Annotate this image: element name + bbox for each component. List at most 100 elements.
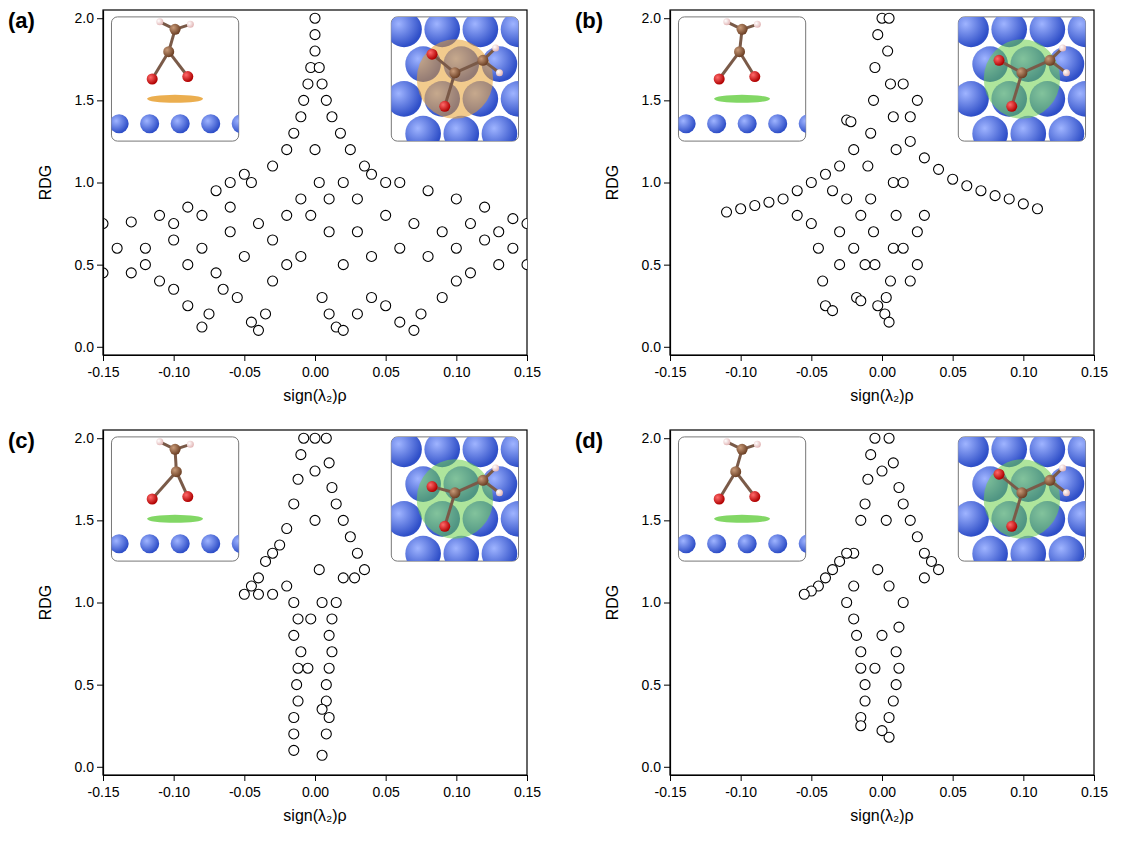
data-point — [367, 169, 377, 179]
data-point — [870, 433, 880, 443]
atom — [427, 481, 438, 492]
atom — [477, 55, 488, 66]
tick-mark — [97, 265, 103, 266]
tick-label: 0.15 — [514, 784, 541, 800]
tick-mark — [103, 775, 104, 781]
inset-content — [958, 437, 1085, 561]
atom — [958, 501, 989, 537]
data-point — [338, 515, 348, 525]
data-point — [169, 219, 179, 229]
x-tick: -0.05 — [796, 775, 828, 800]
data-point — [820, 573, 830, 583]
data-point — [314, 63, 324, 73]
tick-mark — [174, 775, 175, 781]
inset-frame — [678, 437, 805, 561]
x-tick: -0.10 — [158, 775, 190, 800]
isosurface — [147, 95, 203, 103]
data-point — [948, 174, 958, 184]
tick-label: 1.0 — [642, 594, 662, 610]
data-point — [253, 573, 263, 583]
tick-mark — [1023, 775, 1024, 781]
tick-label: 0.0 — [75, 339, 95, 355]
y-tick: 1.5 — [642, 512, 670, 528]
data-point — [338, 325, 348, 335]
data-point — [849, 145, 859, 155]
inset-content — [391, 17, 518, 141]
tick-mark — [97, 183, 103, 184]
atom — [147, 74, 158, 85]
atom — [427, 49, 438, 60]
atom — [738, 114, 757, 133]
data-point — [884, 433, 894, 443]
data-point — [327, 483, 337, 493]
data-point — [310, 466, 320, 476]
tick-mark — [97, 603, 103, 604]
atom — [449, 487, 460, 498]
data-point — [846, 117, 856, 127]
data-point — [338, 178, 348, 188]
x-tick: 0.15 — [514, 775, 541, 800]
data-point — [246, 178, 256, 188]
isosurface — [714, 515, 770, 523]
data-point — [381, 178, 391, 188]
x-tick: -0.15 — [655, 775, 687, 800]
data-point — [852, 630, 862, 640]
atom — [405, 116, 441, 141]
data-point — [310, 433, 320, 443]
tick-mark — [664, 18, 670, 19]
data-point — [282, 145, 292, 155]
x-tick: 0.00 — [869, 775, 896, 800]
data-point — [869, 95, 879, 105]
atom — [1068, 501, 1086, 537]
atom — [201, 534, 220, 553]
y-tick: 1.5 — [75, 512, 103, 528]
inset — [386, 432, 555, 572]
data-point — [877, 630, 887, 640]
atom — [147, 494, 158, 505]
inset — [677, 17, 818, 141]
data-point — [736, 204, 746, 214]
data-point — [331, 598, 341, 608]
atom — [749, 491, 760, 502]
x-tick: 0.00 — [302, 355, 329, 380]
x-tick: -0.15 — [655, 355, 687, 380]
atom — [482, 536, 518, 561]
data-point — [321, 95, 331, 105]
data-point — [246, 317, 256, 327]
atom — [171, 466, 182, 477]
y-tick: 0.5 — [642, 677, 670, 693]
tick-label: 1.5 — [75, 92, 95, 108]
data-point — [293, 663, 303, 673]
data-point — [873, 565, 883, 575]
data-point — [764, 197, 774, 207]
data-point — [451, 276, 461, 286]
tick-mark — [664, 347, 670, 348]
y-tick: 0.5 — [75, 257, 103, 273]
data-point — [792, 186, 802, 196]
panel-label: (c) — [8, 428, 35, 453]
tick-label: -0.05 — [796, 784, 828, 800]
tick-label: 0.00 — [869, 364, 896, 380]
inset-content — [678, 18, 805, 133]
data-point — [352, 309, 362, 319]
y-tick: 0.5 — [75, 677, 103, 693]
data-point — [324, 309, 334, 319]
data-point — [253, 219, 263, 229]
tick-label: -0.10 — [158, 784, 190, 800]
atom — [391, 17, 422, 47]
tick-label: -0.10 — [725, 364, 757, 380]
atom — [492, 464, 499, 471]
y-tick: 2.0 — [642, 430, 670, 446]
data-point — [321, 680, 331, 690]
data-point — [310, 145, 320, 155]
data-point — [293, 696, 303, 706]
data-point — [888, 178, 898, 188]
atom — [187, 21, 194, 28]
y-axis-title: RDG — [37, 165, 54, 201]
tick-mark — [664, 265, 670, 266]
inset — [110, 17, 251, 141]
atom — [1044, 55, 1055, 66]
tick-label: 0.5 — [642, 677, 662, 693]
tick-label: 1.5 — [642, 92, 662, 108]
data-point — [898, 499, 908, 509]
